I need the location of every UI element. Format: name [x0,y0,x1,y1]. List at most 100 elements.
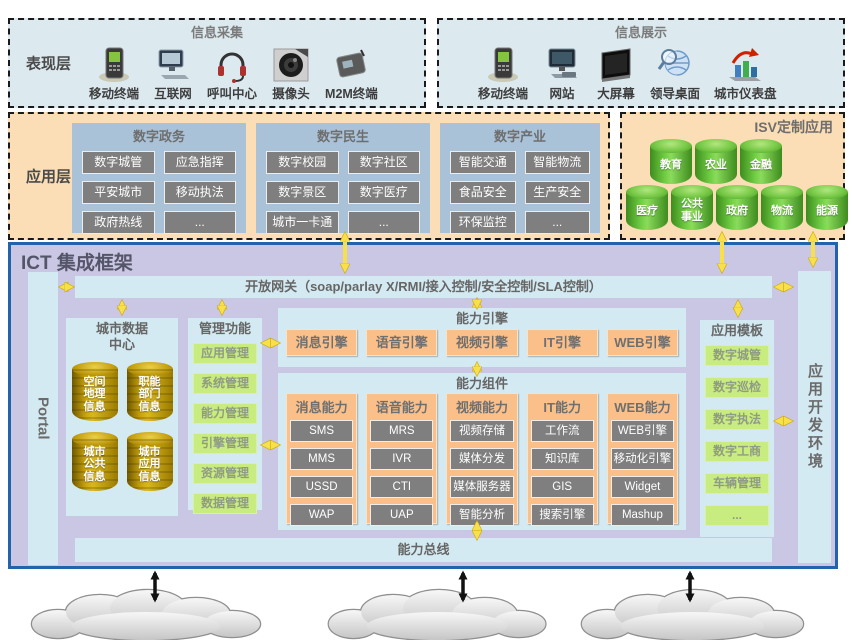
management-title: 管理功能 [198,321,251,336]
management-panel: 管理功能 应用管理 系统管理 能力管理 引擎管理 资源管理 数据管理 [188,318,262,515]
isv-cylinder: 金融 [740,139,782,184]
group-items: 数字校园 数字社区 数字景区 数字医疗 城市一卡通 ... [256,145,430,234]
display-device-row: 移动终端 网站 大屏幕 领导桌面 城市仪表盘 [471,40,784,102]
component-item: MMS [290,448,354,470]
management-item: 系统管理 [193,373,257,395]
m2m-terminal-icon [331,45,371,85]
collect-device-row: 移动终端 互联网 呼叫中心 摄像头 M2M终端 [82,40,385,102]
component-item: UAP [370,504,434,526]
website-icon [542,45,582,85]
template-items: 数字城管 数字巡检 数字执法 数字工商 车辆管理 ... [700,345,774,527]
app-templates-title: 应用模板 [710,323,763,338]
capability-components-panel: 能力组件 消息能力 SMS MMS USSD WAP 语音能力 MRS IVR … [278,373,686,530]
management-item: 应用管理 [193,343,257,365]
engine-row: 消息引擎 语音引擎 视频引擎 IT引擎 WEB引擎 [286,329,679,356]
city-data-center-title: 城市数据中心 [95,321,148,353]
dev-environment-bar: 应用开发环境 [798,271,831,563]
device-label: 城市仪表盘 [714,87,777,101]
app-item: 食品安全 [450,181,516,204]
component-item: 视频存储 [450,420,514,442]
engine-item: 视频引擎 [446,329,518,356]
component-item: MRS [370,420,434,442]
network-label-internet: 互联网 [416,606,458,622]
engine-item: IT引擎 [526,329,598,356]
dev-environment-label: 应用开发环境 [806,363,823,471]
isv-custom-apps-panel: ISV定制应用 教育 农业 金融 医疗 公共事业 政府 物流 能源 [620,112,848,240]
info-display-title: 信息展示 [614,25,667,40]
app-item: 数字医疗 [347,181,420,204]
app-item: 应急指挥 [163,151,236,174]
component-item: Widget [610,476,675,498]
component-item: 搜索引擎 [530,504,594,526]
device-label: 大屏幕 [597,87,635,101]
app-item: 生产安全 [524,181,590,204]
group-title: 数字政务 [132,129,185,144]
data-cylinder-label: 空间地理信息 [83,375,106,413]
column-title: 语音能力 [375,400,428,415]
isv-cylinder: 农业 [695,139,737,184]
management-item: 能力管理 [193,403,257,425]
component-item: 移动化引擎 [610,448,675,470]
column-title: WEB能力 [614,400,671,415]
open-gateway-band: 开放网关（soap/parlay X/RMI/接入控制/安全控制/SLA控制） [75,276,772,298]
device-item: M2M终端 [325,45,378,102]
component-item: SMS [290,420,354,442]
device-label: 移动终端 [89,87,140,101]
app-templates-panel: 应用模板 数字城管 数字巡检 数字执法 数字工商 车辆管理 ... [700,320,774,537]
app-item: ... [524,211,590,234]
group-items: 数字城管 应急指挥 平安城市 移动执法 政府热线 ... [72,145,246,234]
ict-framework-panel: ICT 集成框架 Portal 开放网关（soap/parlay X/RMI/接… [8,242,838,569]
column-title: IT能力 [543,400,581,415]
template-item: 数字执法 [705,409,769,431]
device-label: 移动终端 [478,87,529,101]
mobile-terminal-icon [483,45,523,85]
management-item: 资源管理 [193,463,257,485]
device-label: 网站 [549,87,575,101]
component-item: 智能分析 [450,504,514,526]
management-items: 应用管理 系统管理 能力管理 引擎管理 资源管理 数据管理 [188,343,262,515]
app-item: ... [163,211,236,234]
app-item: 环保监控 [450,211,516,234]
device-label: 互联网 [154,87,192,101]
component-column-message: 消息能力 SMS MMS USSD WAP [286,393,358,526]
isv-cylinder: 公共事业 [671,185,713,230]
component-item: GIS [530,476,594,498]
network-arrows [150,570,695,603]
app-item: 数字城管 [82,151,155,174]
network-label-iot: 物联网 [671,606,713,622]
data-cylinders: 空间地理信息 职能部门信息 城市公共信息 城市应用信息 [66,361,178,491]
capability-components-title: 能力组件 [455,376,508,391]
camera-icon [271,45,311,85]
data-cylinder: 职能部门信息 [126,361,173,421]
device-label: 呼叫中心 [207,87,258,101]
device-item: 领导桌面 [650,45,700,102]
management-item: 数据管理 [193,493,257,515]
isv-label: 能源 [816,204,838,217]
app-item: 政府热线 [82,211,155,234]
isv-label: 教育 [660,158,682,171]
device-item: 移动终端 [478,45,528,102]
device-label: 摄像头 [272,87,310,101]
presentation-layer-label: 表现层 [26,55,72,73]
isv-label: 医疗 [636,204,658,217]
data-cylinder: 城市应用信息 [126,431,173,491]
column-title: 视频能力 [456,400,509,415]
app-item: 城市一卡通 [266,211,339,234]
engine-item: WEB引擎 [606,329,679,356]
data-cylinder-label: 城市公共信息 [83,445,106,483]
component-item: 媒体服务器 [450,476,514,498]
app-item: 数字社区 [347,151,420,174]
device-item: 移动终端 [89,45,139,102]
component-item: WEB引擎 [610,420,675,442]
app-item: 平安城市 [82,181,155,204]
column-title: 消息能力 [295,400,348,415]
capability-engines-title: 能力引擎 [455,311,508,326]
group-digital-livelihood: 数字民生 数字校园 数字社区 数字景区 数字医疗 城市一卡通 ... [256,123,430,234]
engine-item: 消息引擎 [286,329,358,356]
isv-label: 政府 [726,204,748,217]
device-item: 网站 [542,45,582,102]
data-cylinder: 空间地理信息 [71,361,118,421]
app-item: 数字景区 [266,181,339,204]
data-cylinder-label: 职能部门信息 [138,375,161,413]
